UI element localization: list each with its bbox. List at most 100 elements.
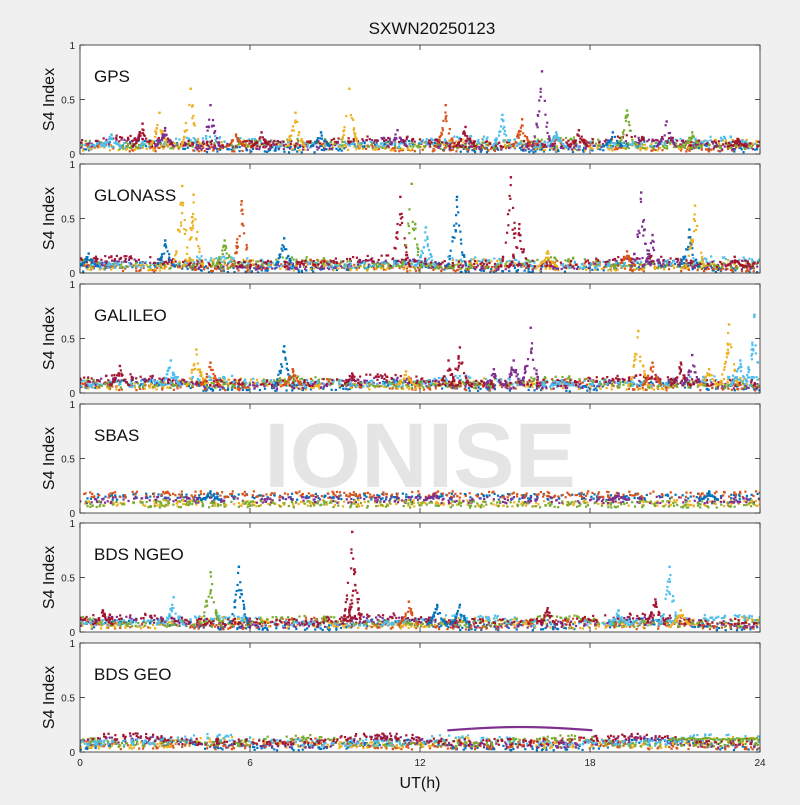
data-point: [430, 264, 432, 266]
data-point: [478, 260, 480, 262]
data-point: [393, 263, 395, 265]
panel-label: GLONASS: [94, 186, 176, 205]
data-point: [330, 260, 332, 262]
data-point: [420, 256, 422, 258]
data-point: [662, 259, 664, 261]
data-point: [419, 260, 421, 262]
data-point: [685, 262, 687, 264]
data-point: [530, 149, 532, 151]
data-point: [407, 257, 409, 259]
data-point: [132, 265, 134, 267]
data-point: [428, 139, 430, 141]
data-point: [579, 138, 581, 140]
data-point: [348, 88, 350, 90]
data-point: [618, 141, 620, 143]
data-point: [317, 263, 319, 265]
data-point: [570, 143, 572, 145]
data-point: [555, 131, 557, 133]
data-point: [343, 134, 345, 136]
data-point: [342, 137, 344, 139]
data-point: [351, 267, 353, 269]
y-axis-label: S4 Index: [41, 187, 58, 250]
data-point: [283, 148, 285, 150]
data-point: [185, 122, 187, 124]
data-point: [626, 109, 628, 111]
data-point: [281, 250, 283, 252]
data-point: [426, 138, 428, 140]
data-point: [217, 142, 219, 144]
data-point: [283, 144, 285, 146]
data-point: [418, 146, 420, 148]
data-point: [633, 253, 635, 255]
data-point: [387, 262, 389, 264]
data-point: [222, 268, 224, 270]
data-point: [679, 143, 681, 145]
data-point: [464, 132, 466, 134]
data-point: [130, 257, 132, 259]
data-point: [422, 139, 424, 141]
data-point: [673, 146, 675, 148]
data-point: [471, 142, 473, 144]
data-point: [196, 239, 198, 241]
data-point: [156, 140, 158, 142]
data-point: [109, 264, 111, 266]
data-point: [416, 145, 418, 147]
data-point: [625, 265, 627, 267]
data-point: [116, 135, 118, 137]
data-point: [689, 248, 691, 250]
data-point: [251, 145, 253, 147]
data-point: [615, 269, 617, 271]
data-point: [730, 266, 732, 268]
data-point: [380, 264, 382, 266]
data-point: [522, 251, 524, 253]
data-point: [317, 137, 319, 139]
data-point: [409, 143, 411, 145]
data-point: [336, 262, 338, 264]
data-point: [495, 266, 497, 268]
data-point: [756, 265, 758, 267]
data-point: [754, 143, 756, 145]
data-point: [610, 146, 612, 148]
data-point: [178, 265, 180, 267]
data-point: [228, 261, 230, 263]
data-point: [222, 145, 224, 147]
data-point: [668, 261, 670, 263]
data-point: [387, 265, 389, 267]
data-point: [526, 136, 528, 138]
data-point: [437, 142, 439, 144]
data-point: [532, 271, 534, 273]
data-point: [458, 141, 460, 143]
data-point: [587, 259, 589, 261]
data-point: [723, 256, 725, 258]
data-point: [212, 263, 214, 265]
data-point: [288, 136, 290, 138]
data-point: [158, 112, 160, 114]
data-point: [414, 238, 416, 240]
data-point: [486, 151, 488, 153]
data-point: [488, 262, 490, 264]
data-point: [455, 214, 457, 216]
data-point: [189, 257, 191, 259]
data-point: [732, 141, 734, 143]
data-point: [753, 270, 755, 272]
data-point: [736, 267, 738, 269]
data-point: [196, 263, 198, 265]
data-point: [110, 256, 112, 258]
data-point: [486, 138, 488, 140]
data-point: [198, 247, 200, 249]
data-point: [80, 142, 82, 144]
data-point: [640, 191, 642, 193]
y-tick-label: 1: [69, 41, 75, 52]
data-point: [534, 150, 536, 152]
data-point: [456, 147, 458, 149]
data-point: [688, 228, 690, 230]
data-point: [246, 257, 248, 259]
data-point: [123, 142, 125, 144]
data-point: [414, 141, 416, 143]
data-point: [259, 146, 261, 148]
data-point: [455, 259, 457, 261]
data-point: [441, 127, 443, 129]
data-point: [434, 139, 436, 141]
data-point: [135, 270, 137, 272]
data-point: [149, 256, 151, 258]
